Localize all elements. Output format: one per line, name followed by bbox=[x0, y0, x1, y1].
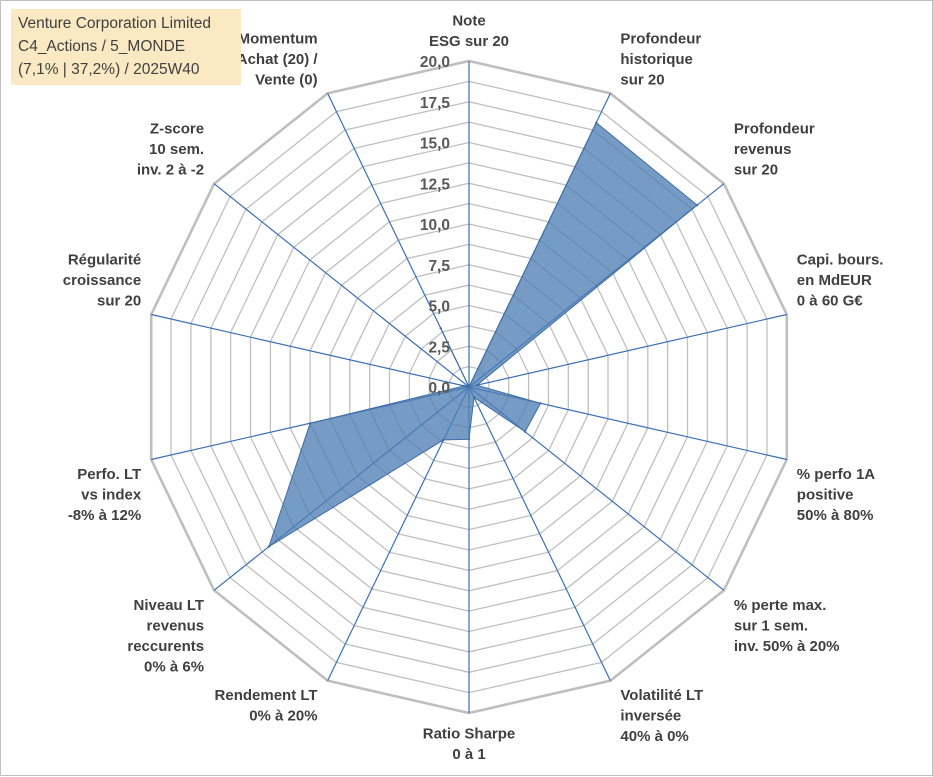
axis-label-line: en MdEUR bbox=[797, 272, 872, 289]
axis-label-line: croissance bbox=[63, 272, 141, 289]
radial-tick-label: 20,0 bbox=[420, 54, 450, 71]
axis-label-line: sur 20 bbox=[734, 162, 778, 179]
axis-label-line: -8% à 12% bbox=[68, 507, 141, 524]
axis-label: Volatilité LT inversée 40% à 0% bbox=[620, 687, 703, 745]
axis-label-line: inversée bbox=[620, 708, 681, 725]
data-point bbox=[439, 327, 442, 330]
axis-label: Capi. bours. en MdEUR 0 à 60 G€ bbox=[797, 252, 884, 310]
radial-tick-label: 7,5 bbox=[428, 258, 450, 275]
axis-label-line: Capi. bours. bbox=[797, 252, 884, 269]
axis-label-line: Momentum bbox=[238, 30, 318, 47]
axis-label-line: revenus bbox=[147, 617, 205, 634]
data-point bbox=[475, 384, 479, 387]
axis-label-line: Ratio Sharpe bbox=[423, 726, 516, 743]
data-point bbox=[267, 545, 271, 548]
axis-label-line: 10 sem. bbox=[149, 141, 204, 158]
axis-label-line: 50% à 80% bbox=[797, 507, 874, 524]
data-point bbox=[467, 385, 471, 389]
axis-label-line: Vente (0) bbox=[255, 71, 318, 88]
axis-label-line: Régularité bbox=[68, 252, 141, 269]
axis-label-line: reccurents bbox=[127, 638, 204, 655]
axis-label-line: Rendement LT bbox=[215, 687, 318, 704]
axis-label-line: vs index bbox=[81, 487, 142, 504]
axis-label: Profondeur revenus sur 20 bbox=[734, 121, 815, 179]
radial-tick-label: 2,5 bbox=[428, 339, 450, 356]
radial-tick-label: 12,5 bbox=[420, 176, 451, 193]
data-point bbox=[442, 438, 445, 442]
title-line: Venture Corporation Limited bbox=[18, 15, 212, 32]
data-point bbox=[308, 422, 312, 425]
axis-label-line: revenus bbox=[734, 141, 792, 158]
data-point bbox=[523, 430, 527, 433]
axis-label-line: inv. 50% à 20% bbox=[734, 638, 840, 655]
axis-label-line: Profondeur bbox=[734, 121, 815, 138]
axis-spoke bbox=[468, 386, 611, 681]
data-point bbox=[472, 396, 476, 399]
axis-label-line: positive bbox=[797, 487, 854, 504]
axis-label: Profondeur historique sur 20 bbox=[620, 30, 701, 88]
radial-tick-label: 17,5 bbox=[420, 95, 451, 112]
axis-label: Régularité croissance sur 20 bbox=[63, 252, 141, 310]
axis-label: Momentum Achat (20) / Vente (0) bbox=[237, 30, 319, 88]
axis-label-line: Note bbox=[452, 13, 485, 30]
axis-label-line: 0 à 1 bbox=[452, 746, 485, 763]
data-point bbox=[463, 384, 466, 388]
axis-label-line: Z-score bbox=[150, 121, 204, 138]
axis-label-line: Volatilité LT bbox=[620, 687, 703, 704]
axis-spoke bbox=[151, 313, 470, 388]
title-line: C4_Actions / 5_MONDE bbox=[18, 38, 186, 55]
axis-label-line: Profondeur bbox=[620, 30, 701, 47]
axis-label-line: 0% à 20% bbox=[249, 708, 317, 725]
axis-label-line: historique bbox=[620, 51, 693, 68]
data-point bbox=[467, 438, 471, 441]
title-line: (7,1% | 37,2%) / 2025W40 bbox=[18, 61, 200, 78]
data-point bbox=[539, 402, 542, 405]
axis-label-line: Achat (20) / bbox=[237, 51, 319, 68]
axis-label: Perfo. LT vs index -8% à 12% bbox=[68, 466, 142, 524]
axis-label-line: inv. 2 à -2 bbox=[137, 162, 204, 179]
axis-label: % perte max. sur 1 sem. inv. 50% à 20% bbox=[734, 597, 840, 655]
axis-label: Z-score 10 sem. inv. 2 à -2 bbox=[137, 121, 204, 179]
axis-label-line: 0 à 60 G€ bbox=[797, 293, 864, 310]
chart-title: Venture Corporation Limited C4_Actions /… bbox=[11, 9, 241, 85]
axis-label-line: Perfo. LT bbox=[77, 466, 141, 483]
axis-label: Niveau LT revenus reccurents 0% à 6% bbox=[127, 597, 204, 676]
radial-tick-label: 5,0 bbox=[428, 299, 450, 316]
axis-label-line: sur 20 bbox=[97, 293, 141, 310]
data-point bbox=[695, 203, 699, 207]
radial-tick-label: 15,0 bbox=[420, 136, 450, 153]
axis-spoke bbox=[213, 183, 470, 388]
axis-label: Rendement LT 0% à 20% bbox=[215, 687, 318, 725]
radial-tick-label: 10,0 bbox=[420, 217, 450, 234]
axis-label-line: 40% à 0% bbox=[620, 728, 688, 745]
axis-label-line: % perte max. bbox=[734, 597, 827, 614]
axis-label-line: sur 1 sem. bbox=[734, 617, 808, 634]
axis-label-line: % perfo 1A bbox=[797, 466, 876, 483]
axis-label: % perfo 1A positive 50% à 80% bbox=[797, 466, 876, 524]
axis-label: Note ESG sur 20 bbox=[429, 13, 509, 51]
axis-label-line: ESG sur 20 bbox=[429, 33, 509, 50]
data-point bbox=[595, 121, 598, 124]
axis-label-line: Niveau LT bbox=[134, 597, 205, 614]
radial-tick-label: 0,0 bbox=[428, 380, 450, 397]
axis-label: Ratio Sharpe 0 à 1 bbox=[423, 726, 516, 764]
axis-label-line: 0% à 6% bbox=[144, 658, 204, 675]
axis-label-line: sur 20 bbox=[620, 71, 664, 88]
axis-spoke bbox=[468, 313, 787, 388]
